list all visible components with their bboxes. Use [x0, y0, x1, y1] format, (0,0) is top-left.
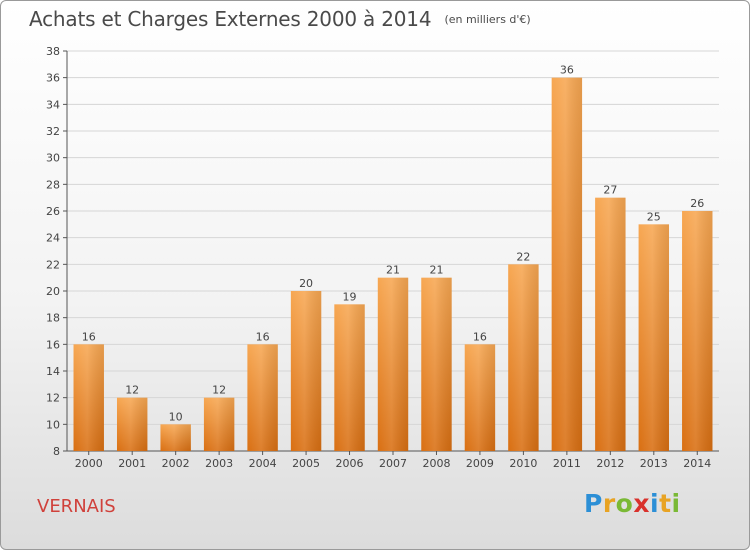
logo-letter: t	[659, 489, 672, 518]
bar-shine	[551, 77, 583, 452]
x-tick-label: 2006	[336, 457, 364, 470]
x-tick-label: 2012	[596, 457, 624, 470]
logo-letter: P	[584, 489, 603, 518]
commune-name: VERNAIS	[37, 496, 116, 517]
x-tick-label: 2014	[683, 457, 711, 470]
x-tick-label: 2007	[379, 457, 407, 470]
y-tick-label: 14	[46, 365, 60, 378]
bar-shine	[508, 264, 539, 451]
data-label: 16	[82, 330, 96, 343]
bar-shine	[377, 277, 409, 451]
y-tick-label: 26	[46, 205, 60, 218]
chart-title: Achats et Charges Externes 2000 à 2014 (…	[29, 7, 531, 31]
x-tick-label: 2005	[292, 457, 320, 470]
y-tick-label: 18	[46, 312, 60, 325]
bar-shine	[116, 397, 148, 451]
y-tick-label: 12	[46, 392, 60, 405]
y-tick-label: 16	[46, 338, 60, 351]
y-tick-label: 38	[46, 45, 60, 58]
x-tick-label: 2010	[509, 457, 537, 470]
x-tick-label: 2008	[422, 457, 450, 470]
y-tick-label: 30	[46, 152, 60, 165]
x-tick-label: 2011	[553, 457, 581, 470]
logo-letter: i	[650, 489, 660, 518]
data-label: 16	[473, 330, 487, 343]
data-label: 25	[647, 210, 661, 223]
logo-letter: r	[602, 489, 616, 518]
chart-unit: (en milliers d'€)	[444, 13, 531, 26]
y-tick-label: 28	[46, 178, 60, 191]
x-tick-label: 2001	[118, 457, 146, 470]
y-tick-label: 20	[46, 285, 60, 298]
logo-letter: x	[633, 489, 650, 518]
bar-shine	[73, 344, 104, 451]
bar-shine	[203, 397, 235, 451]
bar-shine	[160, 424, 191, 451]
x-tick-label: 2002	[162, 457, 190, 470]
y-tick-label: 10	[46, 418, 60, 431]
y-tick-label: 22	[46, 258, 60, 271]
proxiti-logo: Proxiti	[584, 489, 681, 518]
data-label: 10	[169, 410, 183, 423]
y-tick-label: 24	[46, 232, 60, 245]
bar-shine	[638, 224, 670, 451]
data-label: 21	[429, 264, 443, 277]
y-tick-label: 8	[53, 445, 60, 458]
y-tick-label: 34	[46, 98, 60, 111]
x-tick-label: 2009	[466, 457, 494, 470]
bar-shine	[334, 304, 365, 451]
data-label: 12	[125, 384, 139, 397]
data-label: 26	[690, 197, 704, 210]
data-label: 22	[516, 250, 530, 263]
bar-shine	[247, 344, 278, 451]
bar-shine	[682, 211, 713, 451]
bar-shine	[464, 344, 496, 451]
data-label: 16	[256, 330, 270, 343]
x-tick-label: 2004	[249, 457, 277, 470]
data-label: 12	[212, 384, 226, 397]
x-tick-label: 2000	[75, 457, 103, 470]
bar-shine	[595, 197, 626, 451]
y-tick-label: 32	[46, 125, 60, 138]
data-label: 27	[603, 184, 617, 197]
data-label: 19	[343, 290, 357, 303]
logo-letter: i	[671, 489, 681, 518]
bar-shine	[421, 277, 452, 451]
data-label: 21	[386, 264, 400, 277]
data-label: 36	[560, 64, 574, 77]
x-tick-label: 2003	[205, 457, 233, 470]
data-label: 20	[299, 277, 313, 290]
logo-letter: o	[615, 489, 634, 518]
x-tick-label: 2013	[640, 457, 668, 470]
chart-title-text: Achats et Charges Externes 2000 à 2014	[29, 7, 432, 31]
bar-shine	[290, 291, 322, 451]
y-tick-label: 36	[46, 72, 60, 85]
